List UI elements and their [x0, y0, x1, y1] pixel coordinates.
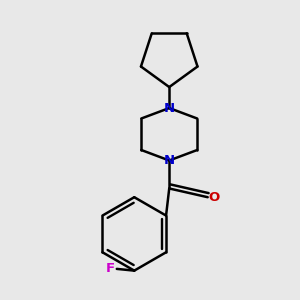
Text: N: N [164, 154, 175, 167]
Text: O: O [208, 191, 220, 204]
Text: F: F [106, 262, 115, 275]
Text: N: N [164, 101, 175, 115]
